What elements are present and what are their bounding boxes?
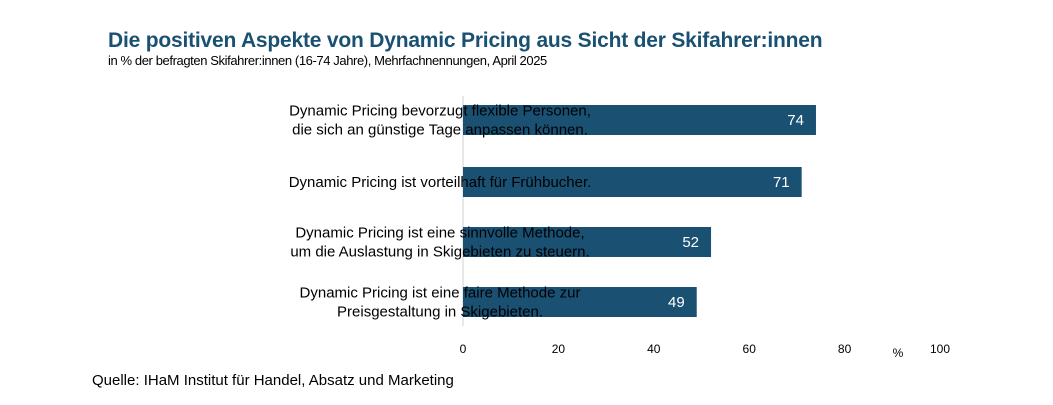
x-tick-label: 100: [930, 342, 950, 356]
x-tick-label: 0: [460, 342, 467, 356]
x-axis-unit: %: [893, 346, 904, 360]
category-label: Dynamic Pricing bevorzugt flexible Perso…: [289, 103, 591, 120]
source-note: Quelle: IHaM Institut für Handel, Absatz…: [92, 372, 454, 389]
category-label: die sich an günstige Tage anpassen könne…: [292, 122, 588, 139]
x-tick-label: 20: [552, 342, 566, 356]
data-label: 52: [682, 234, 699, 251]
x-tick-label: 80: [838, 342, 852, 356]
chart-subtitle: in % der befragten Skifahrer:innen (16-7…: [108, 53, 547, 68]
category-label: Preisgestaltung in Skigebieten.: [337, 304, 543, 321]
data-label: 71: [773, 174, 790, 191]
category-label: um die Auslastung in Skigebieten zu steu…: [290, 244, 589, 261]
chart-title: Die positiven Aspekte von Dynamic Pricin…: [108, 29, 823, 52]
category-label: Dynamic Pricing ist eine faire Methode z…: [300, 285, 581, 302]
bar: [463, 167, 802, 197]
data-label: 49: [668, 294, 685, 311]
x-tick-label: 60: [743, 342, 757, 356]
x-tick-label: 40: [647, 342, 661, 356]
bar: [463, 287, 697, 317]
category-label: Dynamic Pricing ist vorteilhaft für Früh…: [289, 174, 592, 191]
bar: [463, 105, 816, 135]
data-label: 74: [787, 112, 804, 129]
bar: [463, 227, 712, 257]
category-label: Dynamic Pricing ist eine sinnvolle Metho…: [295, 225, 584, 242]
